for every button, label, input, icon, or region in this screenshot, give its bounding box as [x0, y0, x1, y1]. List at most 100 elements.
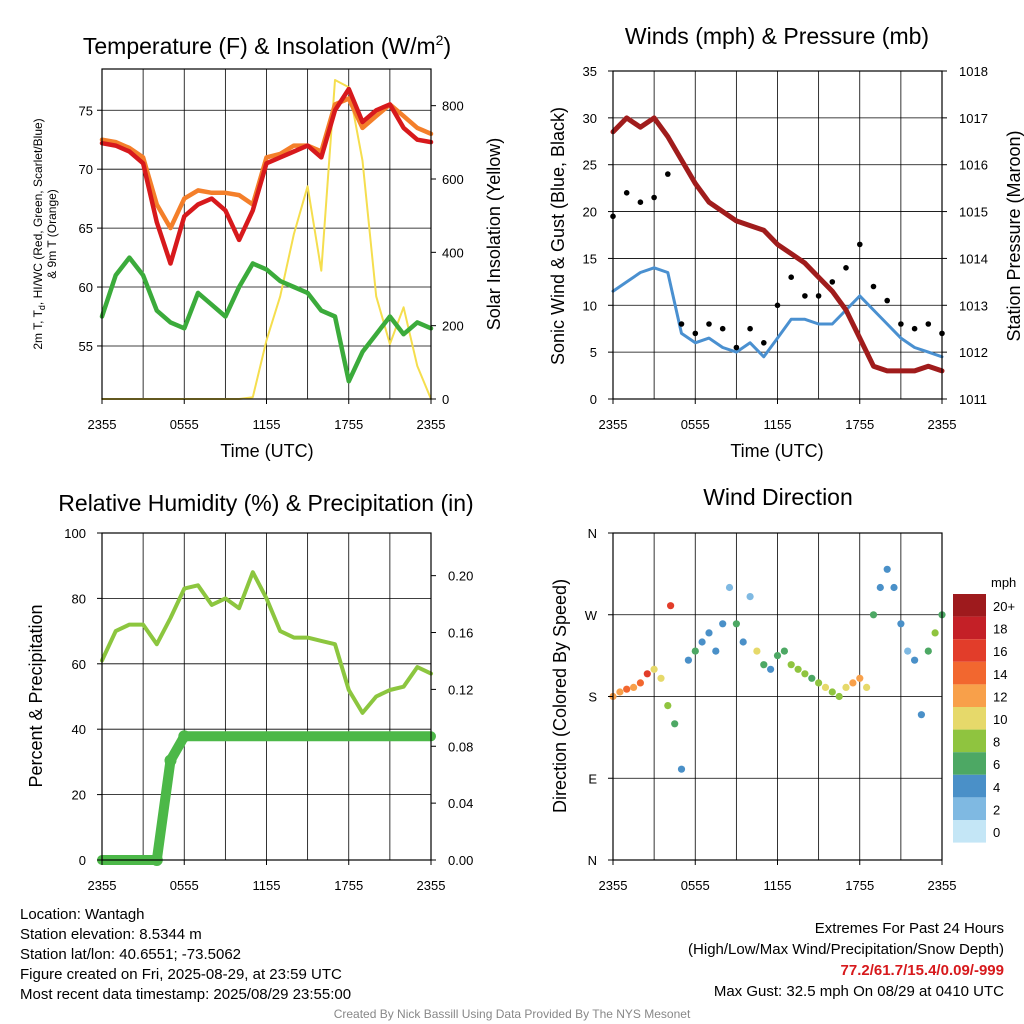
humidity-title: Relative Humidity (%) & Precipitation (i…: [58, 490, 473, 516]
insolation-ylabel: Solar Insolation (Yellow): [484, 138, 504, 330]
y-tick-label: W: [585, 608, 598, 623]
speed-legend: 20+ 18 16 14 12 10 8 6 4 2 0: [953, 594, 1015, 843]
precipitation-point: [178, 730, 191, 743]
legend-label: 4: [993, 780, 1000, 795]
y-tick-label: 100: [64, 526, 86, 541]
x-tick-label: 0555: [170, 417, 199, 432]
x-tick-label: 2355: [88, 417, 117, 432]
y2-tick-label: 1013: [959, 298, 988, 313]
direction-point: [725, 583, 734, 592]
y2-tick-label: 0.04: [448, 796, 473, 811]
y2-tick-label: 1015: [959, 205, 988, 220]
gust-point: [623, 190, 630, 196]
direction-point: [911, 656, 919, 664]
winds-title: Winds (mph) & Pressure (mb): [625, 23, 929, 49]
direction-point: [677, 765, 686, 773]
legend-swatch: [953, 752, 986, 775]
x-tick-label: 2355: [599, 878, 628, 893]
direction-point: [684, 656, 693, 664]
legend-label: 18: [993, 622, 1007, 637]
direction-point: [719, 620, 727, 628]
legend-label: 10: [993, 712, 1007, 727]
direction-point: [657, 674, 665, 682]
y-tick-label: S: [588, 690, 597, 705]
temperature-ticks: 55 60 65 70 75 0 200 400 600 800 2355 0555 1155 1755 2…: [79, 99, 464, 432]
x-tick-label: 1155: [253, 878, 281, 893]
direction-point: [904, 647, 912, 655]
direction-point: [623, 685, 631, 693]
direction-point: [815, 679, 823, 687]
direction-point: [876, 583, 884, 592]
wind-line: [611, 266, 944, 359]
temperature-panel: Temperature (F) & Insolation (W/m2) 55 60…: [31, 32, 504, 461]
direction-point: [712, 647, 720, 655]
legend-label: 0: [993, 825, 1000, 840]
direction-point: [863, 683, 871, 692]
y-tick-label: 20: [72, 788, 86, 803]
y-tick-label: E: [588, 771, 597, 786]
extremes-block: Extremes For Past 24 Hours (High/Low/Max…: [688, 918, 1004, 1002]
direction-ylabel: Direction (Colored By Speed): [550, 579, 570, 813]
gust-point: [911, 325, 918, 332]
humidity-ylabel: Percent & Precipitation: [26, 604, 46, 787]
y-tick-label: N: [588, 853, 597, 868]
y2-tick-label: 1011: [959, 392, 987, 407]
y-tick-label: N: [588, 526, 597, 541]
y2-tick-label: 0.16: [448, 626, 473, 641]
winds-grid: [613, 71, 942, 399]
direction-point: [835, 692, 843, 701]
humidity-panel: Relative Humidity (%) & Precipitation (i…: [26, 490, 474, 893]
direction-point: [650, 665, 658, 673]
temperature-line-green: [99, 255, 434, 384]
direction-point: [739, 638, 747, 646]
y2-tick-label: 600: [442, 172, 464, 187]
direction-point: [780, 647, 789, 655]
elevation-text: Station elevation: 8.5344 m: [20, 926, 202, 943]
direction-plot-area: [609, 565, 946, 773]
created-text: Figure created on Fri, 2025-08-29, at 23…: [20, 966, 342, 983]
direction-point: [664, 702, 672, 710]
legend-swatch: [953, 639, 986, 662]
y2-tick-label: 1014: [959, 251, 988, 266]
direction-point: [787, 661, 795, 669]
direction-point: [705, 629, 713, 637]
x-tick-label: 1155: [253, 417, 281, 432]
direction-point: [767, 665, 775, 673]
y-tick-label: 0: [79, 853, 86, 868]
x-tick-label: 0555: [681, 417, 710, 432]
direction-point: [698, 638, 706, 646]
y2-tick-label: 0.00: [448, 853, 473, 868]
temperature-title: Temperature (F) & Insolation (W/m2): [83, 32, 451, 59]
gust-point: [733, 344, 740, 351]
x-tick-label: 1155: [764, 417, 792, 432]
gust-point: [802, 293, 808, 299]
y2-tick-label: 1016: [959, 158, 988, 173]
pressure-line: [610, 115, 945, 374]
gust-point: [870, 283, 877, 290]
location-text: Location: Wantagh: [20, 906, 145, 923]
extremes-values: 77.2/61.7/15.4/0.09/-999: [840, 962, 1004, 979]
gust-point: [719, 325, 726, 332]
humidity-grid: [102, 533, 431, 860]
y2-tick-label: 1012: [959, 345, 988, 360]
gust-point: [829, 279, 836, 285]
direction-point: [890, 583, 898, 592]
direction-point: [897, 620, 905, 628]
direction-point: [883, 565, 891, 573]
y-tick-label: 80: [72, 591, 86, 606]
direction-point: [801, 670, 809, 678]
direction-point: [760, 661, 768, 669]
x-tick-label: 2355: [599, 417, 628, 432]
recent-text: Most recent data timestamp: 2025/08/29 2…: [20, 986, 352, 1003]
direction-point: [842, 683, 850, 692]
extremes-subtitle: (High/Low/Max Wind/Precipitation/Snow De…: [688, 941, 1004, 958]
direction-point: [746, 593, 754, 601]
legend-swatch: [953, 707, 986, 730]
y-tick-label: 10: [583, 298, 597, 313]
winds-plot-area: [610, 115, 945, 374]
direction-grid: [613, 533, 942, 860]
gust-point: [706, 321, 712, 327]
x-tick-label: 1155: [764, 878, 792, 893]
legend-swatch: [953, 661, 986, 685]
